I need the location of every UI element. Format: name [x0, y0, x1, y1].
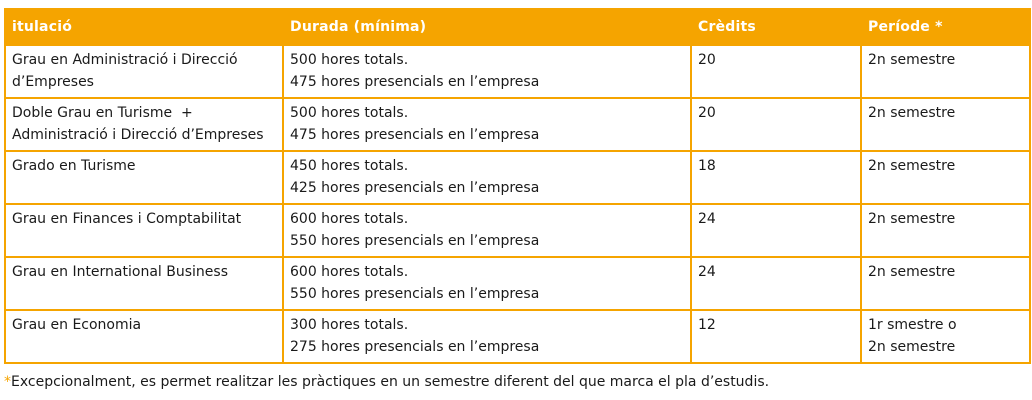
cell-titulacio: Doble Grau en Turisme + Administració i … — [4, 97, 284, 152]
cell-credits: 20 — [690, 97, 862, 152]
durada-total: 500 hores totals. — [290, 52, 409, 68]
credits-value: 24 — [698, 211, 716, 227]
credits-value: 20 — [698, 52, 716, 68]
periode-line: 1r smestre o — [868, 317, 957, 333]
credits-value: 18 — [698, 158, 716, 174]
durada-presencial: 275 hores presencials en l’empresa — [290, 339, 540, 355]
credits-value: 24 — [698, 264, 716, 280]
cell-credits: 24 — [690, 203, 862, 258]
cell-periode: 2n semestre — [860, 203, 1031, 258]
table-row: Grau en Finances i Comptabilitat 600 hor… — [4, 203, 1031, 258]
cell-credits: 18 — [690, 150, 862, 205]
periode-line: 2n semestre — [868, 211, 956, 227]
cell-durada: 600 hores totals. 550 hores presencials … — [282, 203, 692, 258]
cell-credits: 20 — [690, 44, 862, 99]
cell-titulacio: Grau en Administració i Direcció d’Empre… — [4, 44, 284, 99]
cell-durada: 450 hores totals. 425 hores presencials … — [282, 150, 692, 205]
durada-presencial: 550 hores presencials en l’empresa — [290, 286, 540, 302]
header-credits: Crèdits — [690, 8, 862, 46]
durada-presencial: 425 hores presencials en l’empresa — [290, 180, 540, 196]
credits-value: 12 — [698, 317, 716, 333]
cell-titulacio: Grado en Turisme — [4, 150, 284, 205]
table-row: Grau en Administració i Direcció d’Empre… — [4, 44, 1031, 99]
durada-total: 600 hores totals. — [290, 264, 409, 280]
footnote: *Excepcionalment, es permet realitzar le… — [4, 374, 769, 390]
durada-total: 600 hores totals. — [290, 211, 409, 227]
header-titulacio: itulació — [4, 8, 284, 46]
durada-presencial: 475 hores presencials en l’empresa — [290, 74, 540, 90]
periode-line: 2n semestre — [868, 158, 956, 174]
footnote-text: Excepcionalment, es permet realitzar les… — [11, 374, 770, 390]
titulacio-line: Grau en Finances i Comptabilitat — [12, 211, 242, 227]
cell-credits: 12 — [690, 309, 862, 364]
table-row: Grau en Economia 300 hores totals. 275 h… — [4, 309, 1031, 364]
cell-periode: 2n semestre — [860, 256, 1031, 311]
durada-presencial: 475 hores presencials en l’empresa — [290, 127, 540, 143]
cell-durada: 300 hores totals. 275 hores presencials … — [282, 309, 692, 364]
periode-line: 2n semestre — [868, 339, 956, 355]
internship-table: itulació Durada (mínima) Crèdits Període… — [4, 8, 1031, 364]
cell-durada: 500 hores totals. 475 hores presencials … — [282, 97, 692, 152]
internship-table-container: itulació Durada (mínima) Crèdits Període… — [4, 8, 1031, 364]
header-row: itulació Durada (mínima) Crèdits Període… — [4, 8, 1031, 46]
header-periode: Període * — [860, 8, 1031, 46]
cell-periode: 2n semestre — [860, 150, 1031, 205]
titulacio-line: Grau en Economia — [12, 317, 142, 333]
footnote-marker: * — [4, 374, 11, 390]
durada-total: 450 hores totals. — [290, 158, 409, 174]
titulacio-line: Grau en Administració i Direcció — [12, 52, 238, 68]
cell-titulacio: Grau en Finances i Comptabilitat — [4, 203, 284, 258]
table-row: Grado en Turisme 450 hores totals. 425 h… — [4, 150, 1031, 205]
periode-line: 2n semestre — [868, 52, 956, 68]
titulacio-line: Administració i Direcció d’Empreses — [12, 127, 264, 143]
cell-periode: 1r smestre o 2n semestre — [860, 309, 1031, 364]
table-row: Doble Grau en Turisme + Administració i … — [4, 97, 1031, 152]
durada-presencial: 550 hores presencials en l’empresa — [290, 233, 540, 249]
titulacio-line: d’Empreses — [12, 74, 94, 90]
periode-line: 2n semestre — [868, 264, 956, 280]
credits-value: 20 — [698, 105, 716, 121]
cell-titulacio: Grau en Economia — [4, 309, 284, 364]
cell-durada: 600 hores totals. 550 hores presencials … — [282, 256, 692, 311]
cell-periode: 2n semestre — [860, 44, 1031, 99]
table-row: Grau en International Business 600 hores… — [4, 256, 1031, 311]
cell-durada: 500 hores totals. 475 hores presencials … — [282, 44, 692, 99]
titulacio-line: Doble Grau en Turisme + — [12, 105, 193, 121]
header-durada: Durada (mínima) — [282, 8, 692, 46]
periode-line: 2n semestre — [868, 105, 956, 121]
cell-titulacio: Grau en International Business — [4, 256, 284, 311]
cell-periode: 2n semestre — [860, 97, 1031, 152]
cell-credits: 24 — [690, 256, 862, 311]
durada-total: 300 hores totals. — [290, 317, 409, 333]
durada-total: 500 hores totals. — [290, 105, 409, 121]
titulacio-line: Grau en International Business — [12, 264, 228, 280]
table-header: itulació Durada (mínima) Crèdits Període… — [4, 8, 1031, 46]
titulacio-line: Grado en Turisme — [12, 158, 136, 174]
table-body: Grau en Administració i Direcció d’Empre… — [4, 44, 1031, 364]
